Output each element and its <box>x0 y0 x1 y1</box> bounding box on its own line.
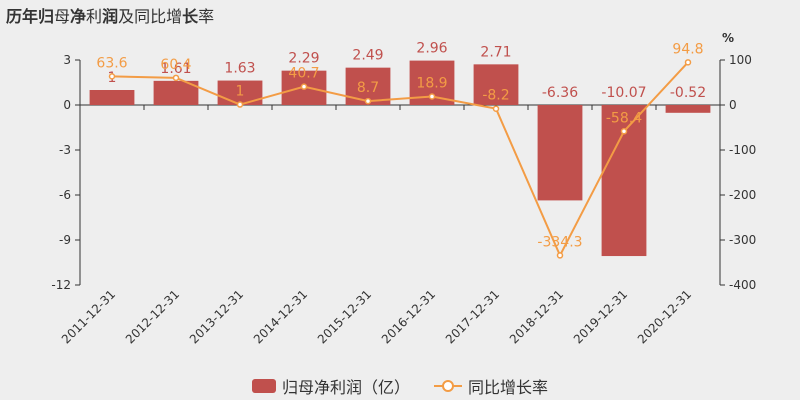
growth-point <box>556 252 564 259</box>
bar <box>601 105 647 257</box>
bar-value-label: 1.61 <box>160 61 191 77</box>
bar-value-label: 1.63 <box>224 61 255 77</box>
x-tick-label: 2016-12-31 <box>379 287 438 346</box>
chart-title: 历年归母净利润及同比增长率 <box>6 7 215 26</box>
growth-value-label: 40.7 <box>288 66 319 82</box>
bar-value-label: 2.49 <box>352 48 383 64</box>
bar-value-label: -0.52 <box>670 85 706 101</box>
growth-value-label: -8.2 <box>482 88 509 104</box>
bar-value-label: 2.29 <box>288 51 319 67</box>
y-right-tick-label: 100 <box>729 53 752 67</box>
growth-point <box>364 97 372 105</box>
growth-value-label: -334.3 <box>537 234 582 250</box>
y-left-tick-label: -3 <box>59 143 71 157</box>
growth-value-label: 63.6 <box>96 55 127 71</box>
chart-legend: 归母净利润（亿） 同比增长率 <box>0 374 800 398</box>
x-tick-label: 2012-12-31 <box>123 287 182 346</box>
y-right-tick-label: -300 <box>729 233 756 247</box>
bar-value-label: 2.71 <box>480 44 511 60</box>
x-tick-label: 2018-12-31 <box>507 287 566 346</box>
growth-point <box>620 128 628 135</box>
growth-value-label: 18.9 <box>416 75 447 91</box>
y-left-tick-label: 3 <box>63 53 71 67</box>
bar <box>89 90 135 105</box>
y-left-tick-label: -9 <box>59 233 71 247</box>
growth-point <box>300 83 308 90</box>
y-right-unit: % <box>722 31 734 45</box>
y-right-tick-label: 0 <box>729 98 737 112</box>
bar-value-label: 2.96 <box>416 41 447 57</box>
bar <box>665 105 711 113</box>
bar <box>473 64 519 105</box>
x-tick-label: 2017-12-31 <box>443 287 502 346</box>
x-tick-label: 2014-12-31 <box>251 287 310 346</box>
legend-swatch-bar <box>251 379 276 393</box>
y-left-tick-label: -6 <box>59 188 71 202</box>
bar-value-label: -10.07 <box>601 85 646 101</box>
legend-item-growth[interactable]: 同比增长率 <box>434 374 548 398</box>
growth-point <box>492 105 500 112</box>
x-tick-label: 2011-12-31 <box>59 287 118 346</box>
growth-point <box>236 101 244 108</box>
growth-value-label: 94.8 <box>672 41 703 57</box>
bar <box>537 105 583 201</box>
x-tick-label: 2019-12-31 <box>571 287 630 346</box>
y-left-tick-label: -12 <box>51 278 71 292</box>
growth-value-label: 60.4 <box>160 57 191 73</box>
growth-line <box>111 61 689 258</box>
growth-value-label: -58.4 <box>606 110 642 126</box>
legend-swatch-line <box>434 379 462 393</box>
legend-label-growth: 同比增长率 <box>468 378 549 397</box>
y-right-tick-label: -200 <box>729 188 756 202</box>
x-tick-label: 2020-12-31 <box>635 287 694 346</box>
y-left-tick-label: 0 <box>63 98 71 112</box>
growth-point <box>428 93 436 100</box>
y-right-tick-label: -100 <box>729 143 756 157</box>
growth-value-label: 1 <box>236 84 245 100</box>
bar-value-label: -6.36 <box>542 85 578 101</box>
y-right-tick-label: -400 <box>729 278 756 292</box>
growth-point <box>684 59 692 66</box>
legend-item-profit[interactable]: 归母净利润（亿） <box>251 374 410 398</box>
x-tick-label: 2015-12-31 <box>315 287 374 346</box>
legend-label-profit: 归母净利润（亿） <box>281 378 410 397</box>
x-tick-label: 2013-12-31 <box>187 287 246 346</box>
growth-point <box>108 73 116 80</box>
growth-point <box>172 74 180 82</box>
growth-value-label: 8.7 <box>357 80 379 96</box>
